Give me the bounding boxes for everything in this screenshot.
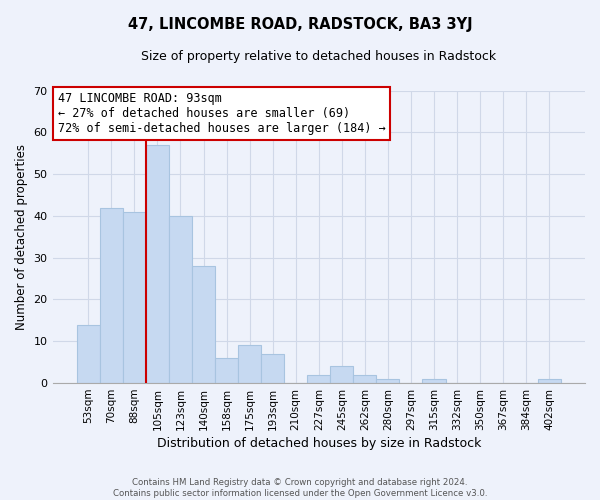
- Bar: [215, 358, 238, 383]
- Bar: [261, 354, 284, 383]
- Text: 47 LINCOMBE ROAD: 93sqm
← 27% of detached houses are smaller (69)
72% of semi-de: 47 LINCOMBE ROAD: 93sqm ← 27% of detache…: [58, 92, 386, 135]
- Bar: [353, 374, 376, 383]
- Bar: [123, 212, 146, 383]
- Bar: [169, 216, 192, 383]
- Bar: [77, 324, 100, 383]
- Bar: [538, 379, 561, 383]
- Title: Size of property relative to detached houses in Radstock: Size of property relative to detached ho…: [141, 50, 496, 63]
- Bar: [307, 374, 330, 383]
- Bar: [100, 208, 123, 383]
- Bar: [330, 366, 353, 383]
- Bar: [192, 266, 215, 383]
- Bar: [376, 379, 400, 383]
- Bar: [238, 346, 261, 383]
- X-axis label: Distribution of detached houses by size in Radstock: Distribution of detached houses by size …: [157, 437, 481, 450]
- Bar: [422, 379, 446, 383]
- Text: Contains HM Land Registry data © Crown copyright and database right 2024.
Contai: Contains HM Land Registry data © Crown c…: [113, 478, 487, 498]
- Bar: [146, 145, 169, 383]
- Y-axis label: Number of detached properties: Number of detached properties: [15, 144, 28, 330]
- Text: 47, LINCOMBE ROAD, RADSTOCK, BA3 3YJ: 47, LINCOMBE ROAD, RADSTOCK, BA3 3YJ: [128, 18, 472, 32]
